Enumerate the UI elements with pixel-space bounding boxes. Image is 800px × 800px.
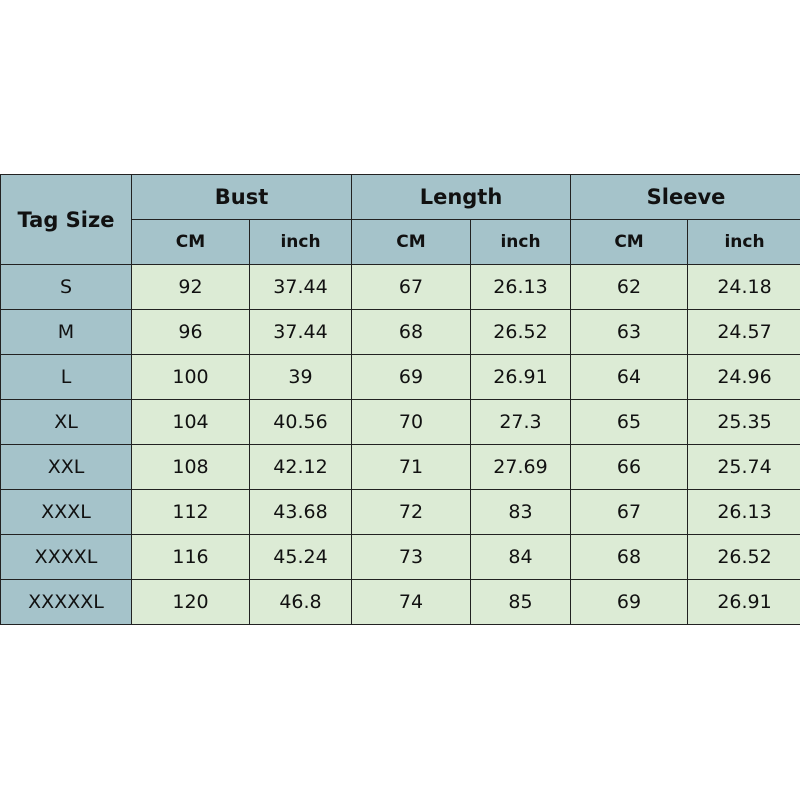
value-cell: 37.44 xyxy=(249,309,352,355)
bust-header: Bust xyxy=(131,174,352,220)
value-cell: 83 xyxy=(469,489,572,535)
size-cell: XXL xyxy=(0,444,132,490)
value-cell: 46.8 xyxy=(249,579,352,625)
table-row: XXXL 112 43.68 72 83 67 26.13 xyxy=(0,489,800,535)
table-row: M 96 37.44 68 26.52 63 24.57 xyxy=(0,309,800,355)
value-cell: 108 xyxy=(131,444,250,490)
value-cell: 96 xyxy=(131,309,250,355)
value-cell: 26.91 xyxy=(687,579,800,625)
value-cell: 116 xyxy=(131,534,250,580)
unit-header: inch xyxy=(249,219,352,265)
value-cell: 85 xyxy=(469,579,572,625)
size-cell: M xyxy=(0,309,132,355)
value-cell: 43.68 xyxy=(249,489,352,535)
value-cell: 42.12 xyxy=(249,444,352,490)
unit-header: inch xyxy=(469,219,572,265)
value-cell: 26.91 xyxy=(469,354,572,400)
size-chart-table: Tag Size Bust Length Sleeve CM inch CM i… xyxy=(0,174,800,625)
value-cell: 68 xyxy=(570,534,689,580)
value-cell: 39 xyxy=(249,354,352,400)
value-cell: 26.52 xyxy=(687,534,800,580)
value-cell: 37.44 xyxy=(249,264,352,310)
table-row: L 100 39 69 26.91 64 24.96 xyxy=(0,354,800,400)
size-cell: XXXL xyxy=(0,489,132,535)
value-cell: 62 xyxy=(570,264,689,310)
size-cell: S xyxy=(0,264,132,310)
value-cell: 26.13 xyxy=(469,264,572,310)
unit-header: CM xyxy=(570,219,689,265)
value-cell: 26.13 xyxy=(687,489,800,535)
table-row: XL 104 40.56 70 27.3 65 25.35 xyxy=(0,399,800,445)
value-cell: 92 xyxy=(131,264,250,310)
value-cell: 25.35 xyxy=(687,399,800,445)
sleeve-header: Sleeve xyxy=(570,174,800,220)
value-cell: 24.57 xyxy=(687,309,800,355)
unit-header: inch xyxy=(687,219,800,265)
value-cell: 66 xyxy=(570,444,689,490)
value-cell: 63 xyxy=(570,309,689,355)
unit-header: CM xyxy=(131,219,250,265)
value-cell: 67 xyxy=(351,264,471,310)
unit-header: CM xyxy=(351,219,471,265)
value-cell: 24.96 xyxy=(687,354,800,400)
size-cell: XL xyxy=(0,399,132,445)
value-cell: 65 xyxy=(570,399,689,445)
value-cell: 25.74 xyxy=(687,444,800,490)
value-cell: 26.52 xyxy=(469,309,572,355)
value-cell: 27.3 xyxy=(469,399,572,445)
value-cell: 68 xyxy=(351,309,471,355)
size-cell: XXXXL xyxy=(0,534,132,580)
value-cell: 72 xyxy=(351,489,471,535)
value-cell: 27.69 xyxy=(469,444,572,490)
value-cell: 24.18 xyxy=(687,264,800,310)
table-row: XXXXXL 120 46.8 74 85 69 26.91 xyxy=(0,579,800,625)
value-cell: 69 xyxy=(570,579,689,625)
value-cell: 84 xyxy=(469,534,572,580)
length-header: Length xyxy=(350,174,572,220)
value-cell: 71 xyxy=(351,444,471,490)
value-cell: 100 xyxy=(131,354,250,400)
value-cell: 104 xyxy=(131,399,250,445)
table-row: XXXXL 116 45.24 73 84 68 26.52 xyxy=(0,534,800,580)
value-cell: 73 xyxy=(351,534,471,580)
value-cell: 69 xyxy=(351,354,471,400)
value-cell: 64 xyxy=(570,354,689,400)
size-cell: L xyxy=(0,354,132,400)
value-cell: 112 xyxy=(131,489,250,535)
value-cell: 45.24 xyxy=(249,534,352,580)
tag-size-header: Tag Size xyxy=(0,174,132,265)
value-cell: 40.56 xyxy=(249,399,352,445)
table-row: S 92 37.44 67 26.13 62 24.18 xyxy=(0,264,800,310)
value-cell: 120 xyxy=(131,579,250,625)
value-cell: 74 xyxy=(351,579,471,625)
table-row: XXL 108 42.12 71 27.69 66 25.74 xyxy=(0,444,800,490)
size-cell: XXXXXL xyxy=(0,579,132,625)
value-cell: 70 xyxy=(351,399,471,445)
value-cell: 67 xyxy=(570,489,689,535)
